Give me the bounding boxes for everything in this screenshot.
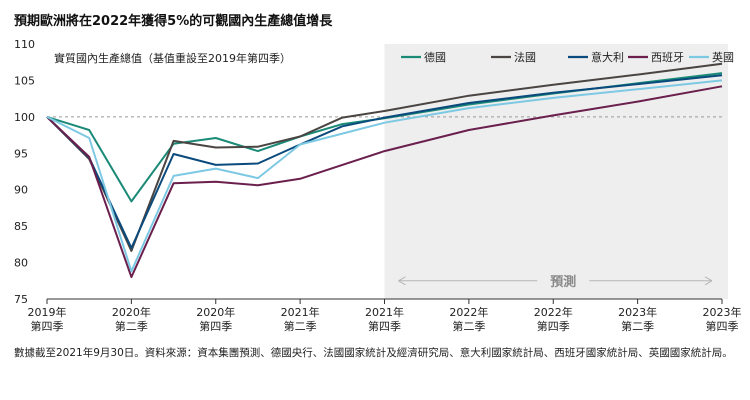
- forecast-region: [384, 44, 728, 299]
- x-tick-label-quarter: 第四季: [31, 319, 64, 333]
- x-tick-label-quarter: 第四季: [199, 319, 232, 333]
- y-tick-label: 75: [14, 293, 28, 306]
- y-tick-label: 85: [14, 220, 28, 233]
- series-line-法國: [46, 62, 723, 252]
- x-tick-label-year: 2023年: [618, 305, 657, 319]
- y-tick-label: 105: [14, 74, 35, 87]
- legend-label-法國: 法國: [514, 50, 536, 64]
- forecast-arrow-left-head: [398, 276, 406, 286]
- forecast-arrow-right-head: [704, 276, 713, 286]
- legend-label-西班牙: 西班牙: [651, 51, 684, 64]
- series-line-英國: [46, 79, 723, 273]
- x-tick-label-quarter: 第二季: [284, 319, 317, 333]
- x-tick-label-quarter: 第二季: [115, 319, 148, 333]
- legend-label-意大利: 意大利: [591, 50, 624, 64]
- x-tick-label-year: 2021年: [281, 305, 320, 319]
- x-tick-label-quarter: 第二季: [452, 319, 485, 333]
- x-tick-label-quarter: 第四季: [706, 319, 739, 333]
- legend-label-德國: 德國: [424, 50, 446, 64]
- source-footnote: 數據截至2021年9月30日。資料來源：資本集團預測、德國央行、法國國家統計及經…: [14, 347, 733, 359]
- y-tick-label: 95: [14, 147, 28, 160]
- forecast-label-bg: [537, 270, 590, 291]
- x-tick-label-quarter: 第二季: [621, 319, 654, 333]
- line-chart: 預測75808590951001051102019年第四季2020年第二季202…: [14, 38, 742, 333]
- x-tick-label-year: 2022年: [534, 305, 573, 319]
- legend-label-英國: 英國: [712, 50, 734, 64]
- chart-title: 預期歐洲將在2022年獲得5%的可觀國內生產總值增長: [14, 14, 333, 29]
- x-tick-label-year: 2022年: [449, 305, 488, 319]
- y-axis-label: 實質國內生產總值（基值重設至2019年第四季）: [54, 51, 291, 65]
- y-tick-label: 100: [14, 111, 35, 124]
- x-tick-label-year: 2020年: [112, 305, 151, 319]
- series-line-西班牙: [46, 85, 723, 279]
- x-tick-label-quarter: 第四季: [368, 319, 401, 333]
- forecast-label: 預測: [550, 274, 576, 290]
- y-tick-label: 90: [14, 184, 28, 197]
- y-tick-label: 110: [14, 38, 35, 51]
- x-tick-label-year: 2021年: [365, 305, 404, 319]
- x-tick-label-year: 2020年: [196, 305, 235, 319]
- y-tick-label: 80: [14, 257, 28, 270]
- x-tick-label-year: 2019年: [28, 305, 67, 319]
- x-tick-label-quarter: 第四季: [537, 319, 570, 333]
- x-tick-label-year: 2023年: [703, 305, 742, 319]
